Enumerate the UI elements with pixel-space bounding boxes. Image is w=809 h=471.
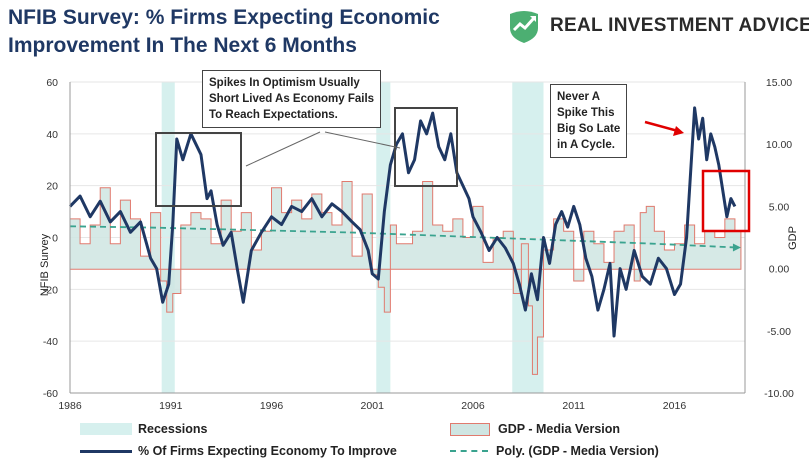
brand-name: REAL INVESTMENT ADVICE: [550, 15, 809, 36]
right-tick-label: -10.00: [764, 388, 794, 400]
poly-trend-series: [69, 225, 741, 252]
left-axis-ticks: 60 40 20 0 -20 -40 -60: [43, 77, 58, 400]
x-tick-label: 1986: [58, 400, 82, 412]
x-tick-label: 1991: [159, 400, 183, 412]
x-tick-label: 2001: [361, 400, 385, 412]
annotation-spikes-line: Short Lived As Economy Fails: [209, 93, 375, 105]
legend-nfib: % Of Firms Expecting Economy To Improve: [80, 444, 397, 458]
right-tick-label: 0.00: [769, 264, 790, 276]
brand-logo: REAL INVESTMENT ADVICE: [506, 8, 809, 44]
annotation-pointer-right: [324, 131, 401, 149]
left-tick-label: 0: [52, 233, 58, 245]
legend-swatch-gdp: [450, 422, 490, 436]
chart-shield-icon: [510, 11, 538, 43]
highlight-box-recent: [701, 169, 751, 233]
annotation-never-line: in A Cycle.: [557, 139, 615, 151]
legend-label-gdp: GDP - Media Version: [498, 422, 621, 436]
highlight-box-1990: [155, 132, 242, 207]
nfib-line: [68, 106, 737, 338]
annotation-spikes-line: Spikes In Optimism Usually: [209, 77, 360, 89]
left-axis-title: NFIB Survey: [39, 233, 51, 296]
gdp-series: [69, 181, 742, 375]
legend-swatch-recessions: [80, 423, 132, 435]
legend-poly: Poly. (GDP - Media Version): [450, 444, 659, 458]
x-tick-label: 2006: [461, 400, 485, 412]
legend-label-recessions: Recessions: [138, 422, 208, 436]
annotation-never-line: Big So Late: [557, 123, 621, 135]
callout-arrow-head: [673, 126, 684, 136]
axes: [69, 82, 746, 394]
right-tick-label: 10.00: [766, 139, 792, 151]
annotation-never-line: Spike This: [557, 107, 615, 119]
left-tick-label: 20: [46, 181, 58, 193]
annotation-pointer-left: [245, 131, 321, 167]
annotation-never-a-spike: Never A Spike This Big So Late in A Cycl…: [550, 84, 628, 158]
right-tick-label: -5.00: [767, 326, 791, 338]
legend-swatch-nfib: [80, 449, 132, 453]
poly-trend-line: [69, 225, 735, 249]
right-axis-title: GDP: [787, 226, 799, 250]
left-tick-label: -20: [43, 284, 58, 296]
legend-recessions: Recessions: [80, 422, 207, 436]
legend-gdp: GDP - Media Version: [450, 422, 620, 436]
right-tick-label: 5.00: [769, 201, 790, 213]
legend-swatch-poly: [450, 450, 488, 452]
chart-legend: Recessions GDP - Media Version % Of Firm…: [60, 420, 800, 468]
chart-title: NFIB Survey: % Firms Expecting Economic …: [8, 6, 440, 57]
left-tick-label: 40: [46, 129, 58, 141]
annotation-spikes-line: To Reach Expectations.: [209, 109, 338, 121]
left-tick-label: -60: [43, 388, 58, 400]
x-axis-ticks: 1986 1991 1996 2001 2006 2011 2016: [58, 400, 686, 412]
annotation-never-line: Never A: [557, 91, 601, 103]
legend-label-poly: Poly. (GDP - Media Version): [496, 444, 659, 458]
x-tick-label: 2016: [663, 400, 687, 412]
right-tick-label: 15.00: [766, 77, 792, 89]
annotation-spikes: Spikes In Optimism Usually Short Lived A…: [202, 70, 382, 128]
x-tick-label: 2011: [562, 400, 585, 412]
right-axis-ticks: 15.00 10.00 5.00 0.00 -5.00 -10.00: [764, 77, 794, 400]
gdp-area: [69, 181, 742, 375]
nfib-series: [68, 106, 737, 338]
callout-arrow-line: [644, 120, 679, 133]
legend-label-nfib: % Of Firms Expecting Economy To Improve: [138, 444, 397, 458]
left-tick-label: 60: [46, 77, 58, 89]
left-tick-label: -40: [43, 336, 58, 348]
poly-trend-arrowhead: [732, 243, 741, 252]
x-tick-label: 1996: [260, 400, 284, 412]
